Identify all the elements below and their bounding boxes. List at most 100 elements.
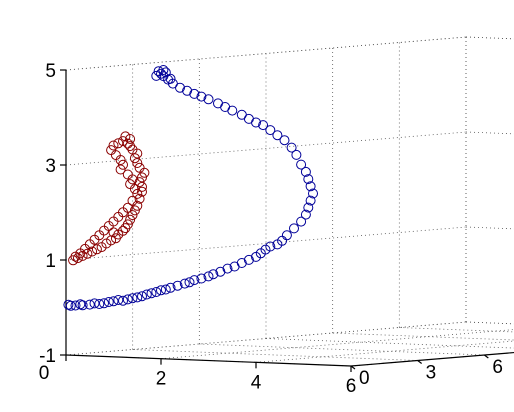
- data-point: [113, 138, 124, 149]
- data-point: [196, 91, 207, 102]
- data-point: [91, 244, 102, 255]
- data-point: [153, 66, 164, 77]
- data-point: [286, 142, 297, 153]
- data-point: [184, 277, 195, 288]
- tick-labels: -113502460369121518: [39, 61, 503, 397]
- data-point: [108, 227, 119, 238]
- data-point: [84, 299, 95, 310]
- x-tick-label: 2: [156, 369, 167, 390]
- data-point: [258, 120, 269, 131]
- data-series: [63, 65, 318, 311]
- data-point: [87, 246, 98, 257]
- y-tick-label: 6: [492, 357, 503, 378]
- y-tick-mark: [483, 354, 489, 359]
- z-tick-label: 5: [45, 61, 56, 82]
- data-point: [289, 223, 299, 234]
- data-point: [118, 295, 128, 306]
- grid-line: [199, 343, 485, 356]
- data-point: [137, 186, 147, 197]
- grid-line: [350, 352, 514, 367]
- data-point: [125, 134, 136, 144]
- grid-line: [465, 226, 514, 230]
- y-tick-mark: [350, 365, 356, 370]
- data-point: [305, 181, 316, 192]
- data-point: [82, 248, 93, 259]
- data-point: [300, 209, 311, 220]
- z-tick-label: 3: [45, 156, 56, 177]
- data-point: [160, 67, 171, 78]
- data-point: [65, 300, 76, 311]
- data-point: [279, 135, 290, 146]
- data-point: [70, 251, 81, 262]
- data-point: [165, 73, 176, 84]
- data-point: [108, 140, 119, 151]
- data-point: [220, 102, 231, 112]
- data-point: [303, 174, 314, 185]
- data-point: [236, 258, 247, 268]
- grid-line: [465, 36, 514, 40]
- data-point: [296, 216, 307, 227]
- y-tick-label: 3: [426, 363, 437, 384]
- data-point: [122, 294, 133, 305]
- grid-line: [465, 131, 514, 135]
- data-point: [213, 98, 223, 109]
- x-tick-label: 6: [346, 376, 357, 397]
- grid-line: [255, 340, 514, 363]
- data-point: [189, 88, 200, 99]
- data-point: [208, 269, 219, 280]
- data-point: [146, 288, 157, 299]
- data-point: [75, 299, 86, 310]
- grid-line: [160, 329, 514, 360]
- data-point: [134, 177, 145, 188]
- data-point: [122, 219, 133, 230]
- y-tick-label: 0: [359, 368, 370, 389]
- data-point: [189, 275, 200, 286]
- data-point: [160, 284, 171, 295]
- x-axis: [65, 354, 352, 367]
- data-point: [77, 250, 88, 261]
- data-point: [122, 138, 133, 149]
- data-point: [265, 125, 276, 136]
- grid-line: [65, 131, 467, 166]
- data-point: [243, 254, 254, 265]
- data-point: [151, 287, 162, 297]
- data-point: [103, 297, 114, 307]
- data-point: [300, 166, 311, 177]
- grid-line: [332, 332, 514, 341]
- data-point: [303, 202, 314, 213]
- data-point: [172, 280, 183, 291]
- z-tick-label: 1: [45, 251, 56, 272]
- data-point: [77, 300, 88, 311]
- data-point: [272, 130, 283, 141]
- data-point: [156, 285, 166, 296]
- data-point: [120, 131, 131, 142]
- z-tick-label: -1: [39, 346, 56, 367]
- data-point: [129, 205, 140, 216]
- data-point: [236, 109, 247, 120]
- data-point: [127, 293, 138, 304]
- data-point: [113, 295, 124, 305]
- data-point: [215, 266, 226, 277]
- data-point: [134, 162, 145, 173]
- grid-line: [350, 352, 514, 367]
- data-point: [165, 282, 176, 293]
- scatter-series: [63, 65, 318, 311]
- data-point: [127, 210, 138, 221]
- grid-line: [465, 321, 514, 325]
- data-point: [70, 300, 81, 311]
- data-point: [305, 195, 316, 206]
- data-point: [132, 292, 143, 303]
- data-point: [179, 278, 190, 289]
- data-point: [196, 273, 207, 284]
- x-tick-label: 0: [39, 363, 50, 384]
- data-point: [134, 193, 145, 204]
- data-point: [265, 241, 276, 252]
- data-point: [203, 94, 214, 105]
- data-point: [281, 230, 292, 241]
- data-point: [158, 65, 169, 75]
- data-point: [118, 225, 128, 236]
- data-point: [118, 136, 128, 147]
- grid-line: [399, 327, 514, 333]
- axes: [60, 69, 514, 372]
